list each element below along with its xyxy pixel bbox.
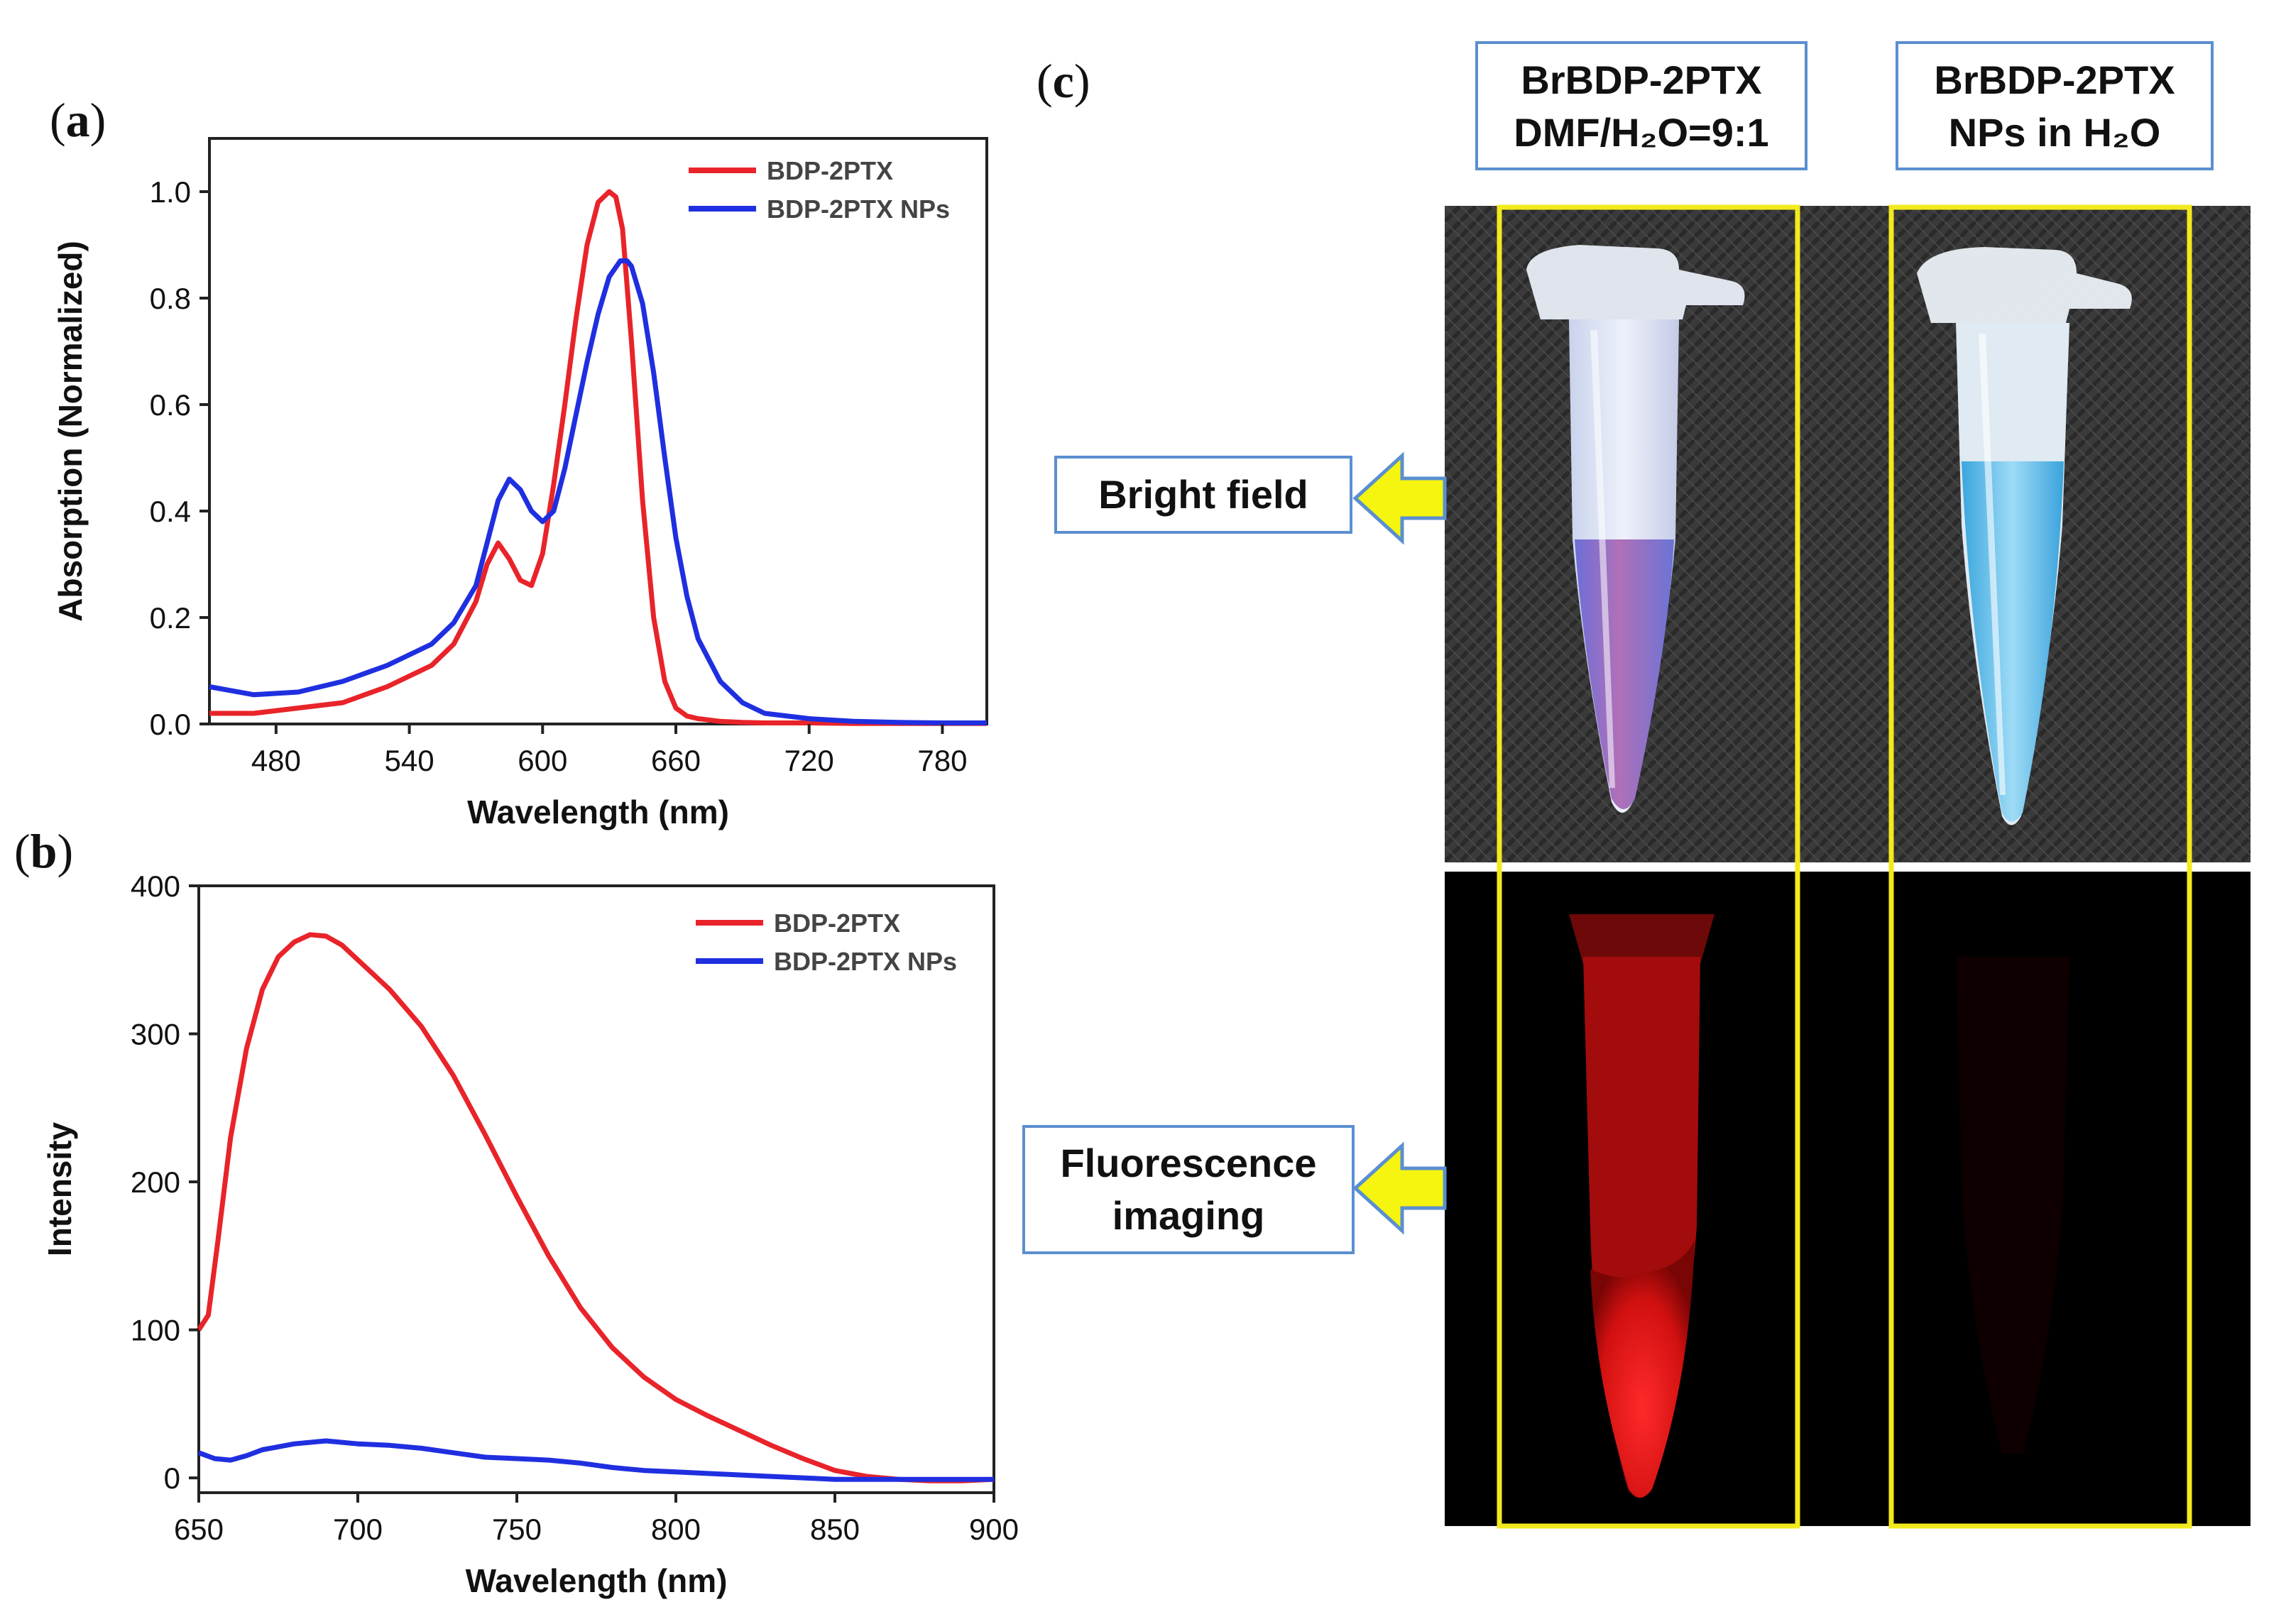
x-tick-label: 850 xyxy=(810,1513,860,1546)
y-tick-label: 400 xyxy=(131,869,180,903)
tube-dmf-fluorescence xyxy=(1569,914,1714,1498)
fluorescence-arrow-icon xyxy=(1352,1141,1447,1235)
x-axis-label: Wavelength (nm) xyxy=(466,1562,728,1599)
x-tick-label: 660 xyxy=(651,744,701,777)
panel-label-c: (c) xyxy=(1037,54,1090,108)
y-tick-label: 0.8 xyxy=(150,282,191,315)
y-tick-label: 0.2 xyxy=(150,601,191,635)
y-tick-label: 100 xyxy=(131,1314,180,1347)
plot-frame xyxy=(197,884,995,1494)
panel-label-b: (b) xyxy=(14,824,74,878)
tube-dmf-bright xyxy=(1526,245,1745,813)
panel-label-a: (a) xyxy=(50,93,106,147)
x-tick-label: 900 xyxy=(969,1513,1019,1546)
highlight-box-dmf xyxy=(1497,204,1800,1529)
x-tick-label: 750 xyxy=(492,1513,542,1546)
y-tick-label: 200 xyxy=(131,1165,180,1199)
y-tick-label: 1.0 xyxy=(150,175,191,209)
y-axis-label: Absorption (Normalized) xyxy=(52,241,89,622)
series-line-bdp-2ptx xyxy=(209,189,987,726)
sample-label-nps: BrBDP-2PTX NPs in H₂O xyxy=(1896,41,2214,170)
x-tick-label: 720 xyxy=(784,744,834,777)
x-tick-label: 650 xyxy=(174,1513,224,1546)
legend-label: BDP-2PTX NPs xyxy=(774,947,957,976)
x-tick-label: 480 xyxy=(251,744,301,777)
sample-label-dmf: BrBDP-2PTX DMF/H₂O=9:1 xyxy=(1475,41,1808,170)
y-tick-label: 0.6 xyxy=(150,388,191,422)
series-line-bdp-2ptx-nps xyxy=(197,1438,994,1482)
series-line-bdp-2ptx xyxy=(197,932,995,1483)
highlight-box-nps xyxy=(1888,204,2192,1529)
fluorescence-photo xyxy=(1445,872,2251,1526)
x-tick-label: 540 xyxy=(385,744,434,777)
legend-label: BDP-2PTX NPs xyxy=(767,194,950,224)
bright-field-callout: Bright field xyxy=(1054,456,1352,534)
x-tick-label: 800 xyxy=(651,1513,701,1546)
x-tick-label: 700 xyxy=(333,1513,383,1546)
y-tick-label: 300 xyxy=(131,1018,180,1051)
x-tick-label: 780 xyxy=(917,744,967,777)
fluorescence-chart: 650 700 750 800 850 900 0 100 200 300 400 Wavelengt… xyxy=(41,869,1019,1599)
bright-field-arrow-icon xyxy=(1352,451,1447,545)
x-axis-label: Wavelength (nm) xyxy=(467,794,729,830)
bright-field-photo xyxy=(1445,206,2251,862)
y-tick-label: 0 xyxy=(164,1461,180,1495)
absorption-chart: 480 540 600 660 720 780 0.0 0.2 0.4 0.6 0.8 1.0 Wave… xyxy=(52,137,988,830)
fluorescence-callout: Fluorescence imaging xyxy=(1022,1125,1355,1254)
legend-label: BDP-2PTX xyxy=(774,909,900,938)
y-axis-label: Intensity xyxy=(41,1122,78,1257)
tube-nps-bright xyxy=(1917,247,2132,825)
y-tick-label: 0.0 xyxy=(150,708,191,741)
x-tick-label: 600 xyxy=(518,744,567,777)
plot-frame xyxy=(208,137,988,725)
legend-label: BDP-2PTX xyxy=(767,156,893,185)
y-tick-label: 0.4 xyxy=(150,495,191,528)
tube-nps-fluorescence xyxy=(1956,957,2069,1454)
series-line-bdp-2ptx-nps xyxy=(209,258,987,725)
